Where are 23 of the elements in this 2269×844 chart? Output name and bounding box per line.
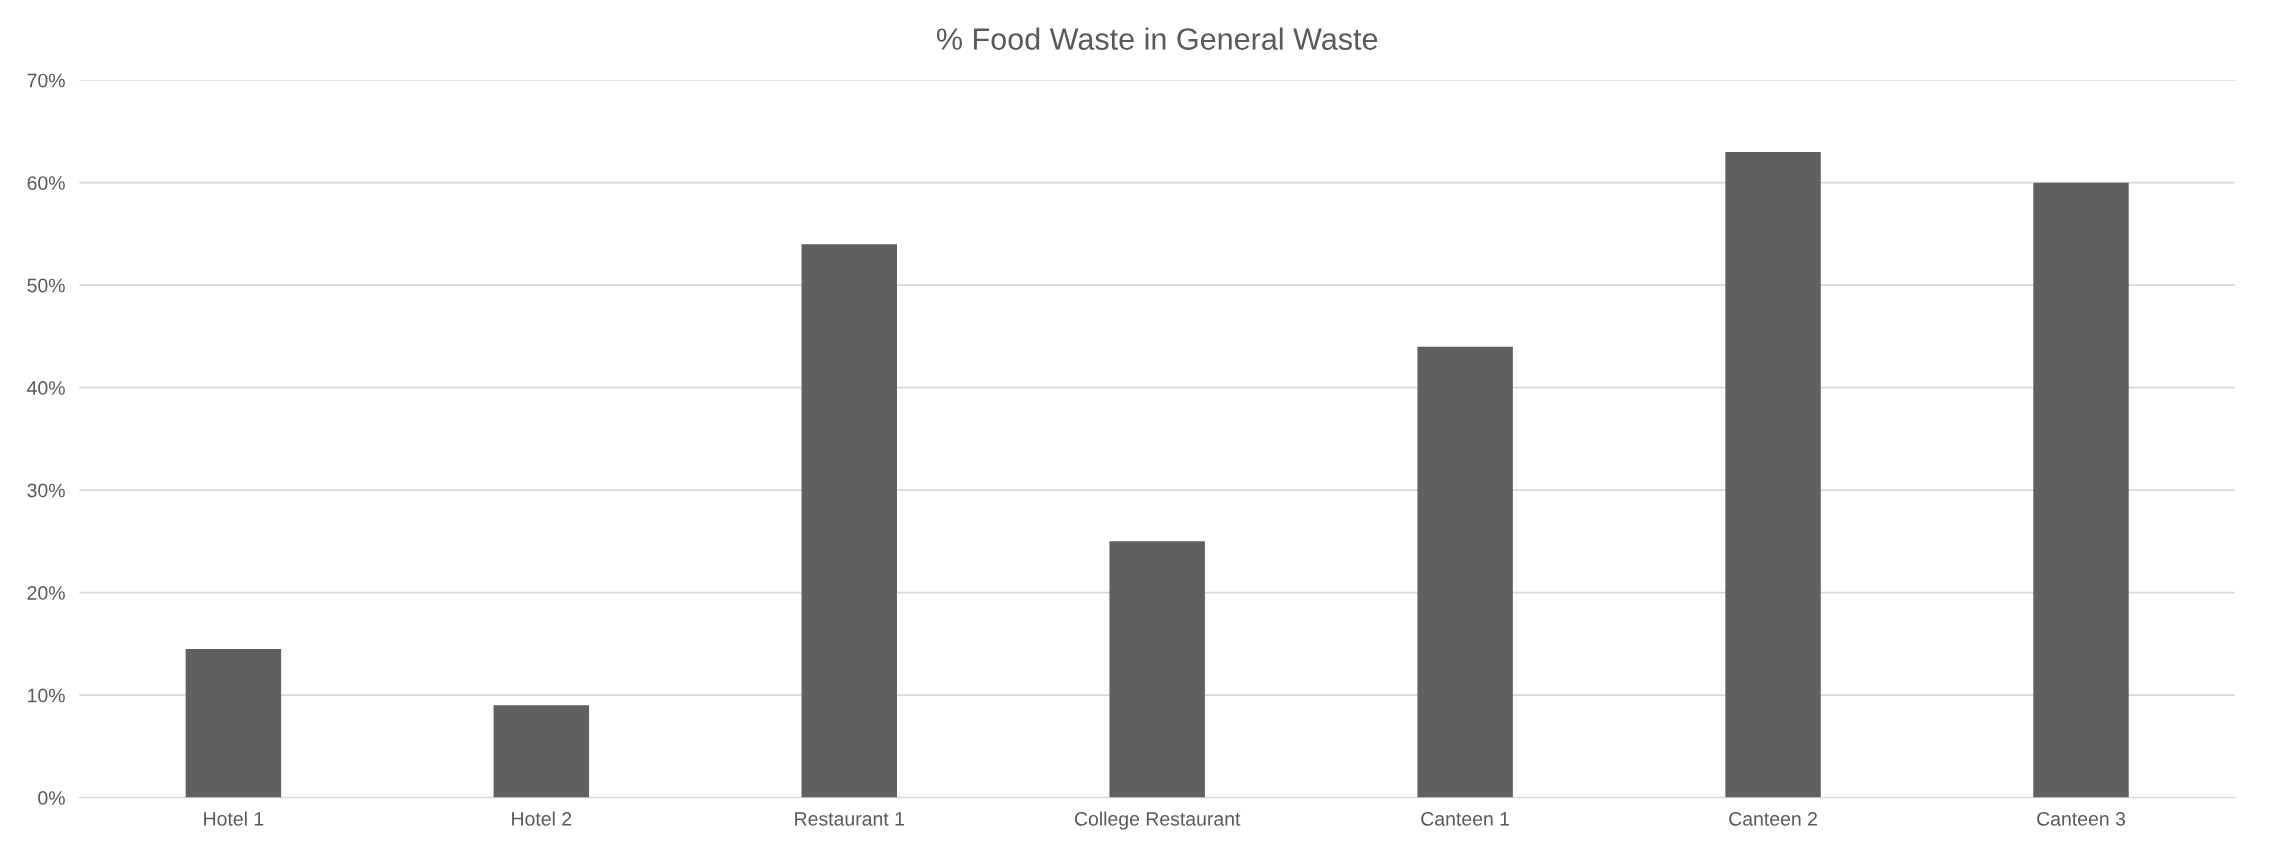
y-tick-label: 50% bbox=[27, 278, 65, 293]
y-tick-label: 10% bbox=[28, 688, 65, 703]
bar bbox=[1725, 151, 1821, 798]
bar bbox=[801, 244, 897, 798]
x-tick-label: Canteen 3 bbox=[2037, 811, 2126, 826]
bar bbox=[1417, 346, 1513, 798]
bar bbox=[185, 648, 282, 798]
y-tick-label: 70% bbox=[27, 73, 65, 88]
chart-title: % Food Waste in General Waste bbox=[936, 27, 1378, 50]
bar bbox=[493, 705, 590, 798]
bar bbox=[1109, 541, 1205, 798]
y-tick-label: 0% bbox=[38, 791, 65, 805]
x-tick-label: Canteen 2 bbox=[1729, 811, 1817, 826]
x-tick-label: Restaurant 1 bbox=[795, 812, 904, 826]
y-tick-label: 40% bbox=[27, 381, 65, 395]
x-tick-label: College Restaurant bbox=[1074, 811, 1241, 830]
y-tick-label: 30% bbox=[27, 483, 65, 498]
y-tick-label: 60% bbox=[27, 176, 65, 190]
x-tick-label: Hotel 1 bbox=[204, 811, 264, 826]
x-tick-label: Canteen 1 bbox=[1421, 811, 1510, 826]
bar bbox=[2033, 182, 2129, 798]
y-tick-label: 20% bbox=[27, 586, 65, 600]
x-tick-label: Hotel 2 bbox=[512, 811, 572, 826]
